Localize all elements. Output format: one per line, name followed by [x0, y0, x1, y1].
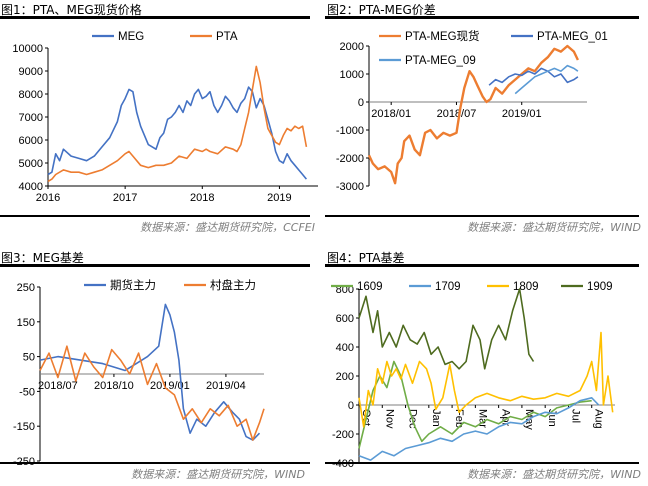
series-line-PTA — [47, 65, 308, 183]
panel-pta-meg-price: 图1：PTA、MEG现货价格 4000 5000 6000 7000 8000 9000 1… — [0, 0, 325, 243]
legend-label: PTA-MEG_01 — [537, 31, 608, 43]
series-line-MEG — [47, 86, 308, 180]
legend-label: 期货主力 — [110, 278, 156, 292]
legend-label: 1909 — [587, 281, 613, 293]
x-tick-label: Jan — [430, 409, 442, 427]
source-note: 数据来源：盛达期货研究院，WIND — [467, 468, 641, 481]
x-tick-label: 2019 — [267, 192, 291, 204]
source-note: 数据来源：盛达期货研究院，WIND — [131, 468, 305, 481]
x-tick-label: 2019/04 — [206, 380, 246, 392]
legend-label: 1609 — [357, 281, 383, 293]
y-tick-label: 200 — [336, 371, 354, 383]
series-line-PTA-MEG现货 — [367, 44, 579, 185]
y-tick-label: -150 — [13, 421, 35, 433]
panel-pta-basis: 图4：PTA基差 -400 -200 0 200 400 600 800 Oct Nov Dec J… — [325, 243, 648, 486]
legend-label: PTA-MEG现货 — [405, 29, 480, 43]
y-tick-label: 4000 — [19, 181, 43, 193]
x-tick-label: Nov — [383, 409, 395, 429]
x-tick-label: Aug — [593, 409, 605, 429]
y-tick-label: -2000 — [336, 153, 364, 165]
chart-pta-meg-price: 4000 5000 6000 7000 8000 9000 10000 2016 2017 201… — [12, 31, 318, 204]
x-tick-label: 2019/01 — [150, 380, 190, 392]
x-tick-label: 2019/01 — [502, 108, 542, 120]
y-tick-label: -200 — [332, 429, 354, 441]
y-tick-label: 150 — [17, 317, 35, 329]
series-line-1609 — [358, 360, 592, 449]
legend-label: PTA-MEG_09 — [405, 55, 476, 67]
x-tick-label: 2017 — [113, 192, 137, 204]
legend-label: 村盘主力 — [210, 278, 256, 292]
y-tick-label: 0 — [348, 400, 354, 412]
series-line-村盘主力 — [39, 345, 265, 441]
y-tick-label: 600 — [336, 313, 354, 325]
series-line-1709 — [358, 397, 600, 461]
legend-label: 1709 — [435, 281, 461, 293]
x-tick-label: Jul — [569, 409, 581, 423]
title-underline — [0, 264, 310, 267]
y-tick-label: 10000 — [12, 43, 43, 55]
y-tick-label: 9000 — [19, 66, 43, 78]
series-line-PTA-MEG_09 — [514, 64, 579, 95]
legend-label: MEG — [118, 31, 144, 43]
title-underline — [325, 264, 639, 267]
y-tick-label: 50 — [23, 352, 35, 364]
series-line-1809 — [358, 331, 614, 428]
series-line-PTA-MEG_01 — [488, 67, 579, 86]
panel-title: 图2：PTA-MEG价差 — [327, 3, 436, 17]
x-tick-label: 2018/07 — [38, 380, 78, 392]
source-divider — [0, 215, 310, 217]
x-tick-label: 2018 — [190, 192, 214, 204]
panel-meg-basis: 图3：MEG基差 -250 -150 -50 50 150 250 2018/07 2018/… — [0, 243, 325, 486]
y-tick-label: 2000 — [340, 41, 364, 53]
title-underline — [325, 16, 639, 19]
y-tick-label: 5000 — [19, 158, 43, 170]
y-tick-label: -3000 — [336, 181, 364, 193]
legend-label: 1809 — [513, 281, 539, 293]
y-tick-label: -50 — [19, 386, 35, 398]
series-line-1909 — [358, 288, 535, 370]
source-note: 数据来源：盛达期货研究院，WIND — [467, 221, 641, 234]
source-note: 数据来源：盛达期货研究院，CCFEI — [140, 221, 315, 234]
y-tick-label: 7000 — [19, 112, 43, 124]
y-tick-label: 1000 — [340, 69, 364, 81]
y-tick-label: 250 — [17, 282, 35, 294]
x-tick-label: 2018/10 — [94, 380, 134, 392]
y-tick-label: -250 — [13, 456, 35, 467]
y-tick-label: 6000 — [19, 135, 43, 147]
legend-label: PTA — [216, 31, 238, 43]
panel-title: 图4：PTA基差 — [327, 251, 405, 265]
x-tick-label: 2016 — [36, 192, 60, 204]
panel-title: 图1：PTA、MEG现货价格 — [1, 3, 142, 17]
y-tick-label: 0 — [358, 97, 364, 109]
source-divider — [0, 462, 310, 464]
panel-pta-meg-spread: 图2：PTA-MEG价差 -3000 -2000 -1000 0 1000 2000 201… — [325, 0, 648, 243]
source-divider — [325, 462, 639, 464]
y-tick-label: 8000 — [19, 89, 43, 101]
x-tick-label: 2018/01 — [371, 108, 411, 120]
source-divider — [325, 215, 639, 217]
panel-title: 图3：MEG基差 — [1, 251, 84, 265]
series-line-期货主力 — [39, 303, 261, 441]
y-tick-label: -1000 — [336, 125, 364, 137]
y-tick-label: 400 — [336, 342, 354, 354]
chart-meg-basis: -250 -150 -50 50 150 250 2018/07 2018/10 2019/01… — [13, 278, 265, 467]
x-tick-label: 2018/07 — [437, 108, 477, 120]
title-underline — [0, 16, 310, 19]
chart-pta-meg-spread: -3000 -2000 -1000 0 1000 2000 2018/01 2018/07 20… — [336, 29, 608, 193]
